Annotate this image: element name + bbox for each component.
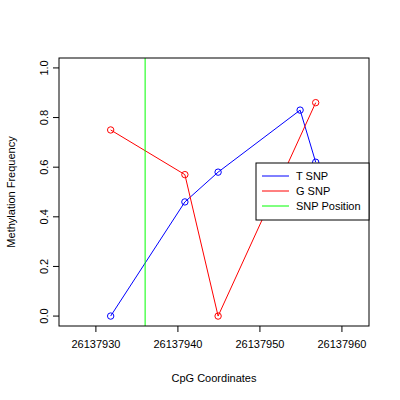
legend-label: SNP Position (296, 200, 361, 212)
x-tick (95, 326, 96, 332)
legend: T SNP G SNP SNP Position (256, 163, 369, 220)
x-tick-label: 26137930 (71, 338, 120, 350)
snp-position-line (145, 58, 146, 326)
y-tick (53, 167, 59, 168)
chart: 26137930 26137940 26137950 26137960 0.0 0.2 0.… (0, 0, 400, 400)
y-tick (53, 67, 59, 68)
x-tick (259, 326, 260, 332)
legend-label: G SNP (296, 185, 330, 197)
legend-swatch (262, 206, 289, 207)
x-tick-label: 26137940 (153, 338, 202, 350)
y-tick-label: 0.2 (38, 259, 50, 274)
x-tick (177, 326, 178, 332)
legend-swatch (262, 191, 289, 192)
y-tick-label: 0.6 (38, 160, 50, 175)
y-axis-label: Methylation Frequency (5, 136, 17, 248)
y-tick (53, 117, 59, 118)
legend-box (256, 163, 369, 220)
legend-label: T SNP (296, 170, 328, 182)
series-point (215, 313, 221, 319)
x-tick (341, 326, 342, 332)
x-axis-label: CpG Coordinates (172, 372, 257, 384)
series-point (182, 171, 188, 177)
y-tick-label: 1.0 (38, 60, 50, 75)
y-tick-label: 0.0 (38, 308, 50, 323)
y-tick (53, 316, 59, 317)
y-tick-label: 0.4 (38, 209, 50, 224)
series-point (107, 313, 113, 319)
y-tick (53, 216, 59, 217)
series-point (215, 169, 221, 175)
series-point (107, 127, 113, 133)
plot-frame (59, 58, 369, 326)
y-tick-label: 0.8 (38, 110, 50, 125)
x-tick-label: 26137950 (235, 338, 284, 350)
x-tick-label: 26137960 (317, 338, 366, 350)
series-point (312, 99, 318, 105)
y-tick (53, 266, 59, 267)
series-point (297, 107, 303, 113)
series-point (182, 199, 188, 205)
legend-swatch (262, 176, 289, 177)
